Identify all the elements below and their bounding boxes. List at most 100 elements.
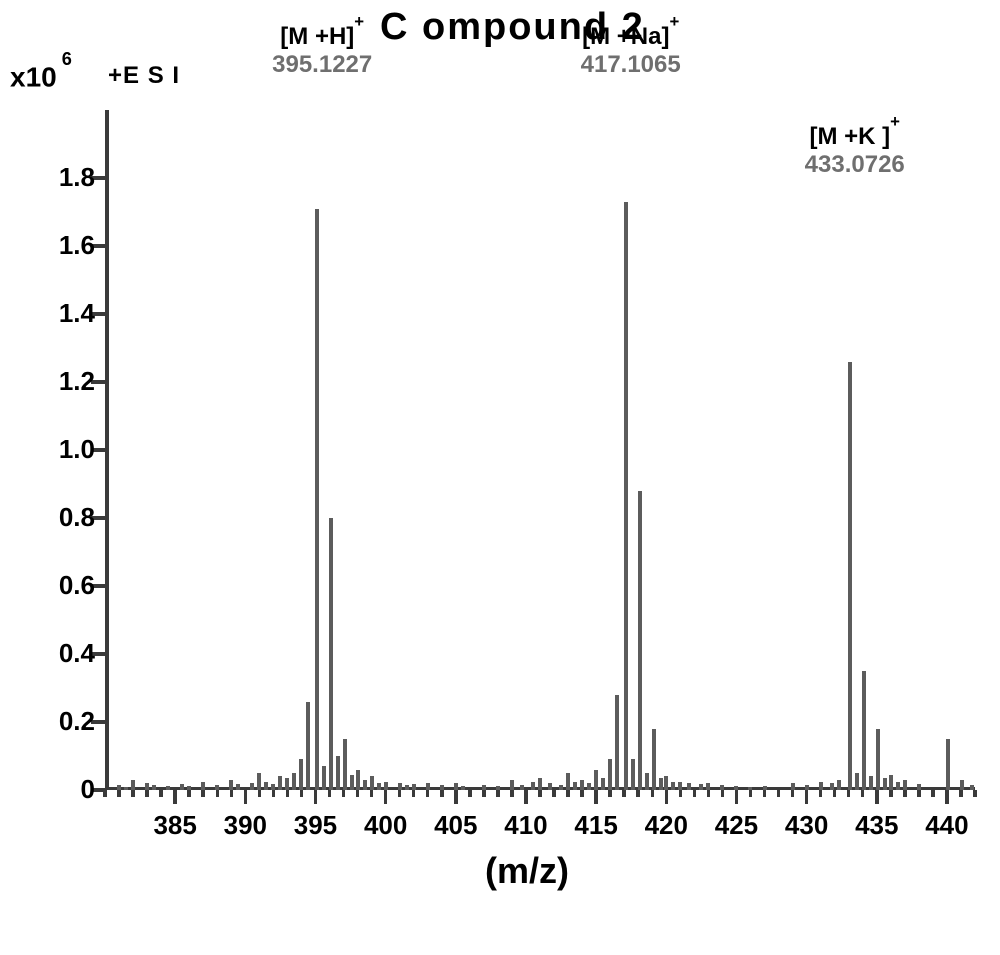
x-tick-major — [665, 790, 669, 804]
spectrum-peak — [322, 766, 326, 790]
peak-annotation: [M +H]+395.1227 — [247, 20, 397, 79]
spectrum-peak — [837, 780, 841, 790]
x-tick-minor — [370, 790, 374, 797]
spectrum-peak — [336, 756, 340, 790]
x-tick-label: 425 — [706, 810, 766, 841]
x-tick-minor — [440, 790, 444, 797]
spectrum-peak — [236, 784, 240, 790]
x-tick-label: 420 — [636, 810, 696, 841]
spectrum-peak — [350, 775, 354, 790]
spectrum-peak — [278, 776, 282, 790]
spectrum-peak — [970, 785, 974, 790]
y-tick-label: 0.8 — [15, 502, 95, 533]
y-tick-label: 1.8 — [15, 162, 95, 193]
spectrum-peak — [855, 773, 859, 790]
spectrum-peak — [638, 491, 642, 790]
x-tick-minor — [833, 790, 837, 797]
spectrum-peak — [520, 785, 524, 790]
spectrum-peak — [384, 782, 388, 791]
spectrum-peak — [699, 784, 703, 790]
spectrum-peak — [124, 787, 128, 790]
spectrum-peak — [440, 785, 444, 790]
x-tick-label: 390 — [215, 810, 275, 841]
x-tick-minor — [145, 790, 149, 797]
x-tick-major — [805, 790, 809, 804]
ion-label: [M +H]+ — [247, 20, 397, 51]
x-tick-minor — [510, 790, 514, 797]
spectrum-peak — [405, 785, 409, 790]
spectrum-peak — [306, 702, 310, 790]
x-tick-minor — [426, 790, 430, 797]
x-tick-label: 410 — [496, 810, 556, 841]
spectrum-peak — [285, 778, 289, 790]
x-tick-minor — [286, 790, 290, 797]
x-tick-minor — [917, 790, 921, 797]
x-tick-minor — [580, 790, 584, 797]
x-tick-minor — [931, 790, 935, 797]
x-tick-major — [875, 790, 879, 804]
spectrum-peak — [869, 776, 873, 790]
y-tick-label: 1.4 — [15, 298, 95, 329]
spectrum-peak — [805, 785, 809, 790]
y-axis-line — [105, 110, 109, 790]
spectrum-peak — [454, 783, 458, 790]
spectrum-peak — [187, 786, 191, 790]
x-tick-minor — [187, 790, 191, 797]
spectrum-peak — [482, 785, 486, 790]
spectrum-peak — [830, 783, 834, 790]
spectrum-peak — [594, 770, 598, 790]
spectrum-peak — [398, 783, 402, 790]
x-tick-label: 385 — [145, 810, 205, 841]
spectrum-peak — [229, 780, 233, 790]
x-tick-major — [244, 790, 248, 804]
x-tick-minor — [959, 790, 963, 797]
x-tick-minor — [258, 790, 262, 797]
spectrum-peak — [315, 209, 319, 790]
spectrum-peak — [461, 786, 465, 790]
spectrum-peak — [145, 783, 149, 790]
x-tick-minor — [791, 790, 795, 797]
spectrum-peak — [960, 780, 964, 790]
spectrum-peak — [329, 518, 333, 790]
spectrum-peak — [896, 782, 900, 791]
x-tick-minor — [342, 790, 346, 797]
x-tick-minor — [707, 790, 711, 797]
spectrum-peak — [292, 773, 296, 790]
ion-mz-value: 395.1227 — [247, 51, 397, 79]
spectrum-peak — [264, 782, 268, 791]
spectrum-peak — [734, 786, 738, 790]
peak-annotation: [M +Na]+417.1065 — [556, 20, 706, 79]
x-tick-minor — [272, 790, 276, 797]
x-tick-major — [735, 790, 739, 804]
spectrum-peak — [763, 786, 767, 790]
x-tick-minor — [889, 790, 893, 797]
spectrum-peak — [559, 785, 563, 790]
spectrum-peak — [131, 780, 135, 790]
spectrum-peak — [250, 783, 254, 790]
y-tick-label: 1.0 — [15, 434, 95, 465]
x-tick-label: 430 — [777, 810, 837, 841]
x-tick-minor — [679, 790, 683, 797]
spectrum-peak — [152, 785, 156, 790]
x-tick-minor — [117, 790, 121, 797]
spectrum-peak — [271, 784, 275, 790]
x-tick-minor — [777, 790, 781, 797]
peak-annotation: [M +K ]+433.0726 — [780, 120, 930, 179]
x-tick-minor — [693, 790, 697, 797]
x-tick-minor — [819, 790, 823, 797]
x-tick-minor — [482, 790, 486, 797]
x-tick-label: 395 — [285, 810, 345, 841]
spectrum-peak — [573, 782, 577, 791]
spectrum-peak — [671, 782, 675, 791]
spectrum-peak — [201, 782, 205, 791]
spectrum-peak — [903, 780, 907, 790]
spectrum-peak — [659, 778, 663, 790]
spectrum-peak — [631, 759, 635, 790]
spectrum-peak — [946, 739, 950, 790]
spectrum-peak — [496, 786, 500, 790]
spectrum-peak — [166, 786, 170, 790]
x-tick-minor — [103, 790, 107, 797]
x-tick-major — [945, 790, 949, 804]
x-tick-minor — [230, 790, 234, 797]
x-tick-major — [454, 790, 458, 804]
